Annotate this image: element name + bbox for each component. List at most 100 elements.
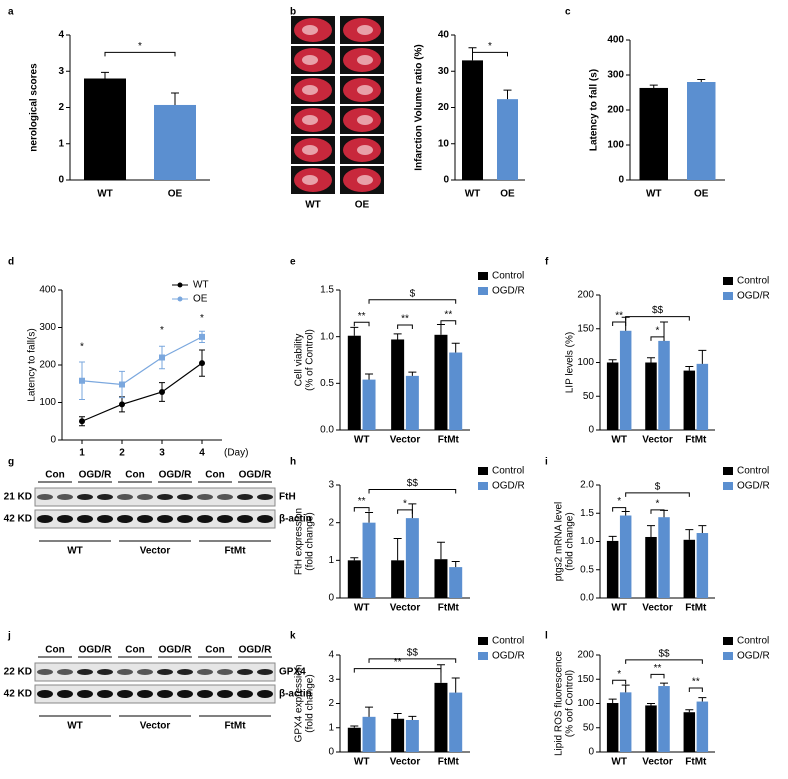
legend-swatch [723, 292, 733, 300]
significance-bracket [650, 509, 665, 514]
error-bar [646, 357, 655, 363]
error-bar [393, 537, 402, 561]
y-tick-label: 1.0 [320, 331, 334, 342]
legend-label: Control [737, 636, 769, 647]
significance-label: $ [655, 482, 661, 493]
image-label: OE [355, 200, 370, 211]
legend-label: OGD/R [492, 286, 525, 297]
y-tick-label: 1 [328, 555, 334, 566]
bar [154, 104, 196, 180]
blot-band [37, 515, 53, 523]
band-name: β-actin [279, 689, 312, 700]
x-tick-label: OE [500, 189, 515, 200]
y-axis-label: GPX4 expression [294, 665, 305, 743]
significance-bracket [650, 336, 665, 341]
significance-bracket [625, 659, 703, 664]
brain-core [357, 55, 373, 65]
blot-band [37, 669, 53, 675]
x-tick-label: WT [354, 603, 370, 614]
y-tick-label: 10 [438, 138, 450, 149]
blot-band [197, 690, 213, 698]
brain-core [302, 175, 318, 185]
y-tick-label: 1 [58, 138, 64, 149]
significance-label: $$ [652, 305, 664, 316]
panel-letter: h [290, 457, 296, 468]
bar [362, 522, 376, 598]
y-tick-label: 0 [328, 747, 334, 758]
error-bar [350, 725, 359, 728]
blot-band [97, 494, 113, 500]
blot-band [77, 515, 93, 523]
lane-label: OGD/R [239, 645, 273, 656]
y-tick-label: 40 [438, 30, 450, 41]
blot-band [197, 515, 213, 523]
bar [658, 517, 670, 598]
error-bar [608, 535, 617, 541]
y-tick-label: 150 [577, 323, 594, 334]
lane-label: OGD/R [159, 645, 193, 656]
bar [449, 567, 463, 598]
group-label: WT [67, 546, 83, 557]
blot-band [117, 669, 133, 675]
point [199, 360, 205, 367]
bar [434, 559, 448, 598]
lane-label: OGD/R [159, 470, 193, 481]
bar [391, 718, 405, 752]
y-tick-label: 0.0 [580, 593, 594, 604]
blot-band [177, 669, 193, 675]
band-name: β-actin [279, 514, 312, 525]
blot-band [177, 494, 193, 500]
y-tick-label: 2 [58, 102, 64, 113]
blot-band [157, 494, 173, 500]
x-tick-label: FtMt [685, 603, 707, 614]
significance-label: * [138, 41, 142, 52]
y-tick-label: 1 [328, 722, 334, 733]
bar [391, 560, 405, 598]
y-axis-label: Infarction Volume ratio (%) [414, 44, 425, 171]
error-bar [608, 698, 617, 704]
blot-band [117, 515, 133, 523]
point [79, 377, 85, 384]
bar [619, 330, 632, 430]
point [119, 381, 125, 388]
bar [645, 705, 657, 752]
blot-band [97, 690, 113, 698]
point [119, 401, 125, 408]
series-line [81, 362, 203, 422]
panel-letter: c [565, 7, 571, 18]
significance-label: $$ [407, 648, 419, 659]
blot-band [57, 494, 73, 500]
y-axis-label: Lipid ROS fluorescence [554, 651, 565, 756]
y-axis-label: LIP levels (%) [565, 332, 576, 394]
x-tick-label: WT [97, 189, 113, 200]
y-tick-label: 20 [438, 102, 450, 113]
significance-label: $$ [658, 648, 670, 659]
panel-letter: j [7, 631, 11, 642]
bar [696, 701, 709, 752]
legend-label: OE [193, 294, 208, 305]
y-tick-label: 0.5 [320, 378, 334, 389]
legend-swatch [723, 652, 733, 660]
y-tick-label: 100 [607, 140, 624, 151]
significance-label: ** [401, 314, 409, 325]
brain-core [302, 55, 318, 65]
error-bar [698, 697, 707, 702]
significance-label: * [160, 325, 164, 336]
legend-label: OGD/R [492, 481, 525, 492]
significance-bracket [472, 51, 508, 57]
x-tick-label: Vector [390, 603, 421, 614]
x-tick-label: FtMt [438, 757, 460, 768]
blot-band [217, 690, 233, 698]
y-tick-label: 2 [328, 517, 334, 528]
group-label: Vector [140, 721, 171, 732]
band-size: 42 KD [4, 689, 32, 700]
lane-label: Con [45, 645, 64, 656]
y-tick-label: 0 [588, 425, 594, 436]
legend-label: Control [737, 466, 769, 477]
brain-core [302, 85, 318, 95]
significance-label: ** [654, 663, 662, 674]
brain-core [357, 25, 373, 35]
y-tick-label: 200 [39, 360, 56, 371]
bar [619, 692, 632, 752]
significance-label: * [80, 342, 84, 353]
